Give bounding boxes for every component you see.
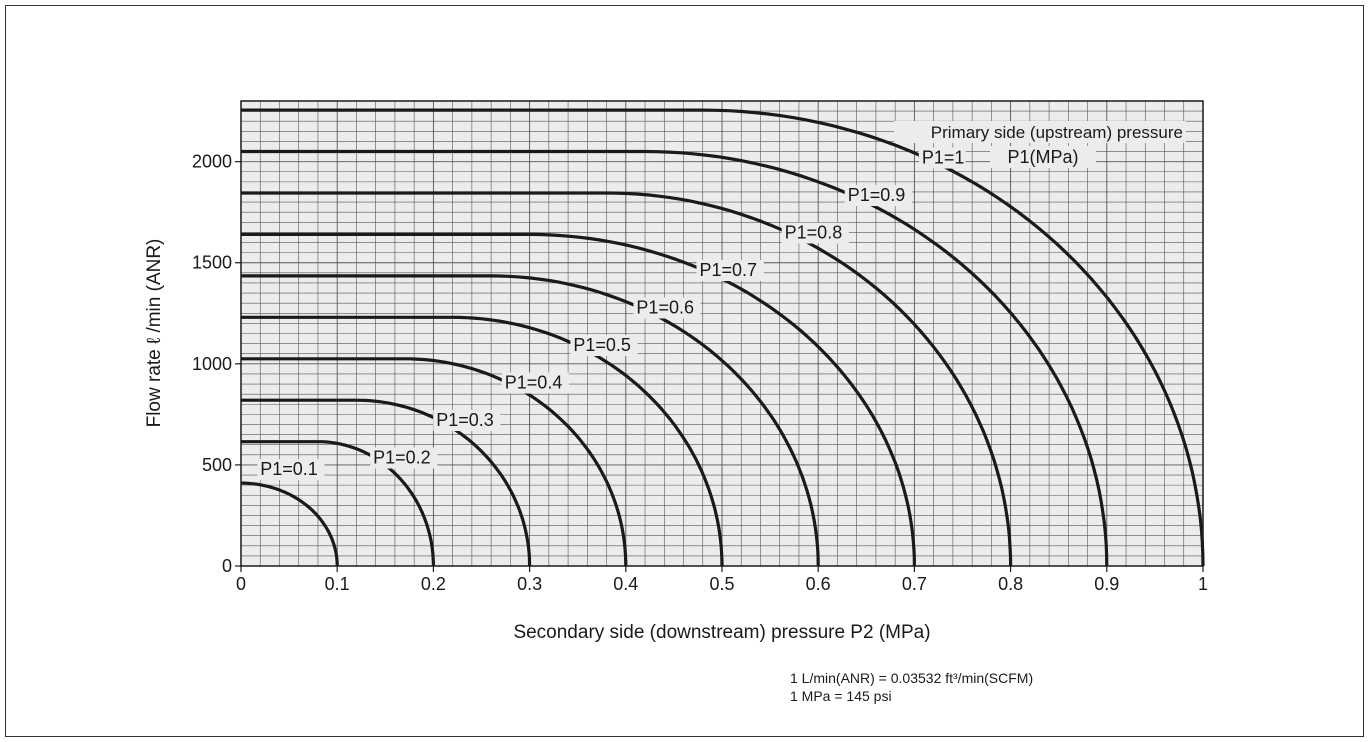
x-tick-label: 0 bbox=[236, 574, 246, 594]
series-label-bg bbox=[633, 297, 701, 319]
x-tick-label: 1 bbox=[1198, 574, 1208, 594]
legend-title: Primary side (upstream) pressure P1(MPa) bbox=[894, 121, 1186, 168]
legend-title-bg bbox=[990, 146, 1096, 168]
legend-title-line1: Primary side (upstream) pressure bbox=[931, 123, 1183, 142]
series-label-bg bbox=[696, 260, 764, 282]
series-label: P1=0.4 bbox=[505, 373, 563, 393]
axis-ticks: 0 0.1 0.2 0.3 0.4 0.5 0.6 0.7 0.8 0.9 1 0 500 1000 150… bbox=[192, 152, 1208, 594]
series-line bbox=[241, 191, 1013, 567]
y-tick-label: 500 bbox=[202, 455, 232, 475]
x-tick-label: 0.9 bbox=[1094, 574, 1119, 594]
series-line bbox=[241, 440, 435, 566]
legend-title-line2: P1(MPa) bbox=[1007, 147, 1078, 167]
series-label-bg bbox=[433, 410, 501, 432]
series-line bbox=[241, 315, 724, 567]
series-label: P1=0.6 bbox=[636, 298, 694, 318]
series-label: P1=0.2 bbox=[373, 448, 431, 468]
x-tick-label: 0.1 bbox=[325, 574, 350, 594]
grid-lines bbox=[241, 101, 1203, 566]
series-label: P1=0.1 bbox=[260, 459, 318, 479]
x-tick-label: 0.2 bbox=[421, 574, 446, 594]
series-label-bg bbox=[370, 447, 438, 469]
series-label-bg bbox=[918, 147, 966, 169]
series-label: P1=0.7 bbox=[700, 260, 758, 280]
series-curves bbox=[241, 108, 1205, 567]
y-tick-label: 2000 bbox=[192, 152, 232, 172]
series-line bbox=[241, 108, 1205, 567]
series-line bbox=[241, 357, 628, 567]
y-tick-label: 1000 bbox=[192, 354, 232, 374]
flow-conversion-note: 1 L/min(ANR) = 0.03532 ft³/min(SCFM) bbox=[790, 670, 1034, 686]
x-tick-label: 0.8 bbox=[998, 574, 1023, 594]
series-line bbox=[241, 149, 1109, 567]
x-tick-label: 0.5 bbox=[709, 574, 734, 594]
series-label: P1=0.3 bbox=[436, 410, 494, 430]
series-label-bg bbox=[501, 372, 569, 394]
series-line bbox=[241, 481, 339, 566]
series-label-bg bbox=[781, 222, 849, 244]
series-label-bg bbox=[257, 459, 325, 481]
series-label: P1=0.5 bbox=[573, 335, 631, 355]
series-label: P1=0.8 bbox=[785, 223, 843, 243]
series-line bbox=[241, 398, 532, 567]
pressure-conversion-note: 1 MPa = 145 psi bbox=[790, 688, 892, 704]
x-tick-label: 0.4 bbox=[613, 574, 638, 594]
x-tick-label: 0.3 bbox=[517, 574, 542, 594]
series-label: P1=1 bbox=[922, 148, 965, 168]
x-tick-label: 0.6 bbox=[806, 574, 831, 594]
y-tick-label: 1500 bbox=[192, 253, 232, 273]
series-label: P1=0.9 bbox=[848, 185, 906, 205]
legend-title-bg bbox=[894, 121, 1186, 143]
series-line bbox=[241, 232, 916, 567]
x-tick-label: 0.7 bbox=[902, 574, 927, 594]
series-label-bg bbox=[570, 335, 638, 357]
series-labels: P1=0.1 P1=0.2P1=0.3 P1=0.4 P1=0.5P1=0.6 P1=0… bbox=[257, 147, 966, 481]
x-axis-label: Secondary side (downstream) pressure P2 … bbox=[513, 622, 930, 643]
y-tick-label: 0 bbox=[222, 556, 232, 576]
chart-frame bbox=[5, 5, 1364, 737]
y-axis-label: Flow rate ℓ /min (ANR) bbox=[144, 239, 165, 428]
series-label-bg bbox=[844, 185, 912, 207]
series-line bbox=[241, 274, 820, 567]
